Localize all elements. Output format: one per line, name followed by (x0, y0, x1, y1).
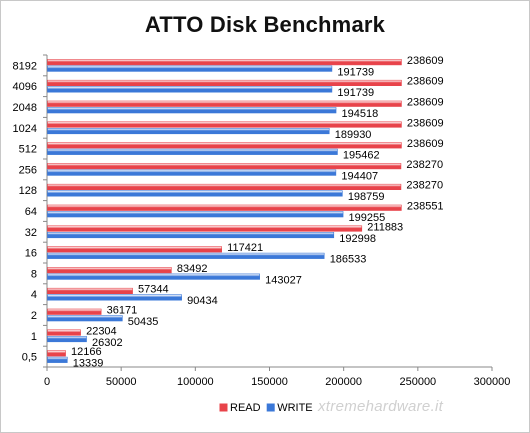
write-bar (47, 232, 335, 239)
write-bar (47, 65, 333, 72)
read-bar (47, 79, 402, 86)
read-data-label: 238609 (407, 76, 444, 88)
write-bar (47, 315, 123, 322)
write-data-label: 90434 (187, 295, 218, 307)
read-data-label: 22304 (86, 325, 117, 337)
write-data-label: 26302 (92, 337, 123, 349)
read-bar (47, 308, 102, 315)
write-data-label: 13339 (73, 358, 104, 370)
x-tick-label: 200000 (325, 376, 362, 388)
category-label: 256 (19, 164, 37, 176)
legend-swatch-read (219, 403, 228, 412)
legend-label-read: READ (230, 402, 261, 414)
write-data-label: 191739 (337, 66, 374, 78)
category-label: 8 (31, 268, 37, 280)
write-bar (47, 128, 330, 135)
x-tick-label: 150000 (251, 376, 288, 388)
read-bar (47, 204, 402, 211)
write-data-label: 192998 (339, 233, 376, 245)
read-data-label: 238609 (407, 117, 444, 129)
write-data-label: 194518 (342, 108, 379, 120)
write-bar (47, 86, 333, 93)
write-bar (47, 273, 260, 280)
write-data-label: 50435 (128, 316, 159, 328)
read-data-label: 238609 (407, 55, 444, 67)
read-data-label: 117421 (227, 242, 263, 254)
write-bar (47, 211, 344, 218)
category-label: 16 (25, 248, 37, 260)
category-label: 4 (31, 289, 37, 301)
read-data-label: 238270 (406, 159, 443, 171)
x-tick-label: 0 (44, 376, 50, 388)
category-label: 64 (25, 206, 37, 218)
read-bar (47, 329, 81, 336)
read-bar (47, 183, 402, 190)
write-data-label: 199255 (349, 212, 386, 224)
read-bar (47, 246, 222, 253)
write-data-label: 195462 (343, 150, 380, 162)
read-data-label: 83492 (177, 263, 208, 275)
write-data-label: 143027 (265, 274, 302, 286)
category-label: 512 (19, 144, 37, 156)
category-label: 4096 (13, 81, 37, 93)
write-bar (47, 294, 182, 301)
read-data-label: 211883 (367, 221, 403, 233)
read-bar (47, 287, 133, 295)
read-bar (47, 59, 402, 66)
read-data-label: 57344 (138, 284, 169, 296)
category-label: 128 (19, 185, 37, 197)
read-data-label: 238609 (407, 97, 444, 109)
read-bar (47, 350, 66, 357)
write-data-label: 189930 (335, 129, 372, 141)
write-data-label: 191739 (337, 87, 374, 99)
read-bar (47, 142, 402, 149)
category-label: 32 (25, 227, 37, 239)
category-label: 8192 (13, 60, 37, 72)
write-bar (47, 335, 87, 343)
write-bar (47, 252, 325, 259)
legend-swatch-write (266, 403, 275, 412)
write-bar (47, 190, 343, 197)
write-bar (47, 148, 338, 155)
read-bar (47, 121, 402, 128)
category-label: 2048 (13, 102, 37, 114)
legend-label-write: WRITE (277, 402, 312, 414)
category-label: 0,5 (22, 352, 37, 364)
read-data-label: 238270 (406, 180, 443, 192)
read-bar (47, 100, 402, 107)
read-bar (47, 267, 172, 274)
read-data-label: 238551 (407, 201, 444, 213)
x-tick-label: 250000 (399, 376, 436, 388)
write-bar (47, 356, 68, 363)
write-bar (47, 107, 337, 114)
write-data-label: 186533 (330, 254, 367, 266)
read-bar (47, 225, 363, 232)
x-tick-label: 50000 (106, 376, 137, 388)
read-data-label: 12166 (71, 346, 102, 358)
read-bar (47, 163, 402, 170)
read-data-label: 238609 (407, 138, 444, 150)
x-tick-label: 300000 (474, 376, 511, 388)
write-bar (47, 169, 337, 176)
read-data-label: 36171 (107, 305, 138, 317)
write-data-label: 194407 (341, 170, 378, 182)
category-label: 1024 (13, 123, 37, 135)
write-data-label: 198759 (348, 191, 385, 203)
watermark: xtremehardware.it (318, 398, 444, 415)
category-label: 2 (31, 310, 37, 322)
chart-title: ATTO Disk Benchmark (144, 12, 386, 37)
x-tick-label: 100000 (177, 376, 214, 388)
category-label: 1 (31, 331, 37, 343)
